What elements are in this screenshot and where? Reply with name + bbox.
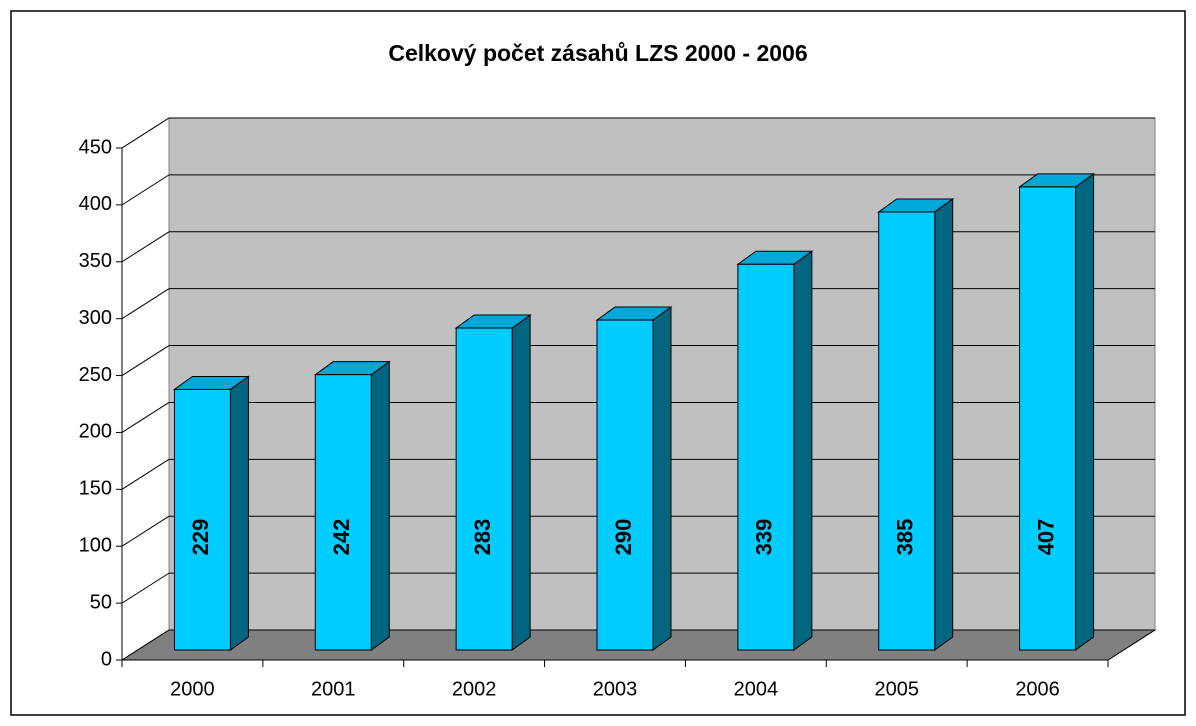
y-tick-label: 300 (79, 307, 112, 329)
grid-line (121, 174, 170, 206)
bar (737, 263, 795, 651)
y-tick-label: 250 (79, 364, 112, 386)
y-tick-label: 400 (79, 193, 112, 215)
grid-line (121, 117, 170, 149)
bar-side (229, 375, 249, 651)
bar (314, 374, 372, 651)
bar-side (511, 314, 531, 651)
value-label: 339 (752, 519, 777, 556)
value-label: 290 (611, 519, 636, 556)
value-label: 283 (470, 519, 495, 556)
y-tick-label: 200 (79, 421, 112, 443)
bar-side (793, 250, 813, 651)
x-tick-label: 2003 (593, 678, 638, 700)
value-label: 229 (188, 519, 213, 556)
y-tick-label: 450 (79, 136, 112, 158)
bar-side (370, 360, 390, 651)
value-label: 385 (893, 519, 918, 556)
y-tick-label: 0 (101, 648, 112, 670)
y-tick-label: 100 (79, 535, 112, 557)
x-tick-label: 2004 (734, 678, 779, 700)
value-label: 407 (1033, 519, 1058, 556)
value-label: 242 (329, 519, 354, 556)
x-tick-label: 2002 (452, 678, 497, 700)
y-tick-label: 350 (79, 250, 112, 272)
grid-line (121, 402, 170, 433)
x-tick-label: 2000 (170, 678, 215, 700)
bar (173, 388, 231, 651)
grid-line (121, 572, 170, 604)
bar-side (1075, 172, 1095, 651)
y-tick-label: 50 (90, 591, 112, 613)
x-tick-label: 2006 (1015, 678, 1060, 700)
grid-line (121, 515, 170, 547)
bar-side (934, 197, 954, 651)
x-tick-label: 2005 (874, 678, 919, 700)
y-tick-label: 150 (79, 478, 112, 500)
bar (596, 319, 654, 651)
bar (878, 211, 936, 651)
bar (1019, 186, 1077, 651)
chart-title: Celkový počet zásahů LZS 2000 - 2006 (388, 40, 807, 66)
bar-side (652, 306, 672, 651)
x-axis-depth (1107, 629, 1156, 661)
grid-line (121, 288, 170, 320)
grid-line (121, 629, 170, 661)
grid-line (121, 345, 170, 376)
grid-line (121, 231, 170, 263)
grid-line (121, 458, 170, 490)
bar (455, 327, 513, 651)
x-tick-label: 2001 (311, 678, 356, 700)
